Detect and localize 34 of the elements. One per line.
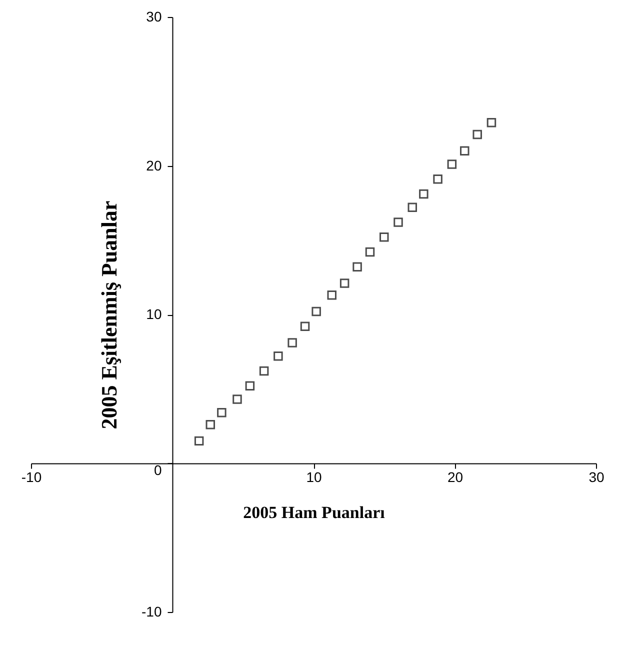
y-axis-title: 2005 Eşitlenmiş Puanlar: [96, 200, 122, 430]
point: [312, 306, 321, 316]
point: [206, 420, 216, 430]
point: [217, 408, 226, 418]
y-tick-label: -10: [142, 604, 162, 620]
x-tick-label: 10: [306, 468, 322, 485]
point: [419, 189, 428, 199]
point: [274, 352, 283, 361]
y-tick-label: 30: [146, 8, 162, 24]
point: [460, 146, 470, 156]
y-tick-label: 20: [146, 157, 162, 174]
x-tick-label: -10: [21, 468, 42, 485]
point: [352, 262, 362, 272]
point: [327, 290, 336, 300]
point: [245, 381, 255, 391]
point: [365, 247, 375, 257]
x-tick-label: 20: [447, 468, 464, 485]
point: [394, 218, 403, 227]
point: [288, 338, 297, 348]
x-axis-title: 2005 Ham Puanları: [243, 502, 386, 522]
point: [380, 232, 389, 242]
point: [433, 174, 442, 184]
point: [472, 130, 482, 140]
x-tick-label: 30: [588, 468, 604, 485]
point: [408, 202, 417, 212]
point: [486, 118, 496, 128]
y-tick-label: 0: [154, 462, 162, 478]
point: [194, 436, 204, 446]
point: [447, 160, 457, 169]
y-tick-label: 10: [146, 306, 162, 322]
point: [259, 366, 269, 376]
point: [340, 278, 350, 288]
point: [232, 394, 242, 404]
point: [300, 322, 310, 332]
